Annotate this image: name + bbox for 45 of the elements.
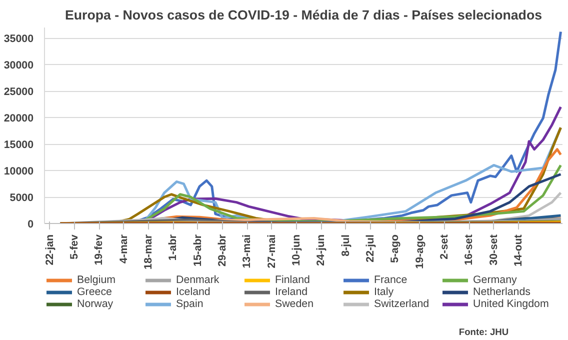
legend-label: Italy [374,286,395,298]
legend-label: Switzerland [374,298,430,310]
x-tick-label: 2-set [438,234,450,260]
x-tick-label: 22-jan [44,234,56,266]
legend-label: France [374,274,408,286]
x-tick-label: 19-fev [93,234,106,266]
legend-label: Germany [473,274,518,286]
y-tick-label: 30000 [4,60,34,72]
legend-label: Belgium [77,274,116,286]
x-tick-label: 10-jun [290,234,302,266]
legend-label: Denmark [176,274,220,286]
y-tick-label: 20000 [4,112,34,125]
x-tick-label: 5-fev [68,234,80,260]
legend-label: Sweden [275,298,315,310]
x-tick-label: 18-mar [142,234,154,270]
x-tick-label: 16-set [463,234,476,266]
y-tick-label: 25000 [4,86,34,98]
y-tick-label: 10000 [4,166,34,178]
legend-label: Norway [77,298,114,310]
legend-label: Netherlands [473,286,532,298]
legend-label: Ireland [275,286,309,298]
x-tick-label: 4-mar [118,234,130,264]
source-note: Fonte: JHU [458,327,509,338]
chart-title: Europa - Novos casos de COVID-19 - Média de 7 dias - Países selecionados [64,8,542,22]
x-tick-label: 27-mai [266,234,278,268]
x-tick-label: 14-out [512,234,524,266]
x-tick-label: 15-abr [192,234,204,266]
y-tick-label: 0 [28,218,34,230]
x-tick-label: 19-ago [414,234,426,269]
x-tick-label: 24-jun [315,234,328,266]
x-tick-label: 13-mai [241,234,254,268]
x-tick-label: 1-abr [167,234,180,261]
x-tick-label: 5-ago [389,234,402,263]
x-tick-label: 30-set [488,234,500,266]
y-tick-label: 5000 [10,192,34,204]
legend-label: Iceland [176,286,212,298]
x-tick-label: 22-jul [364,234,376,262]
legend-label: United Kingdom [473,298,549,310]
legend-label: Finland [275,274,311,286]
y-tick-label: 35000 [4,33,34,46]
x-tick-label: 8-jul [340,234,352,256]
legend-label: Greece [77,286,113,298]
legend-label: Spain [176,298,204,310]
x-tick-label: 29-abr [216,234,228,266]
y-tick-label: 15000 [4,139,34,152]
